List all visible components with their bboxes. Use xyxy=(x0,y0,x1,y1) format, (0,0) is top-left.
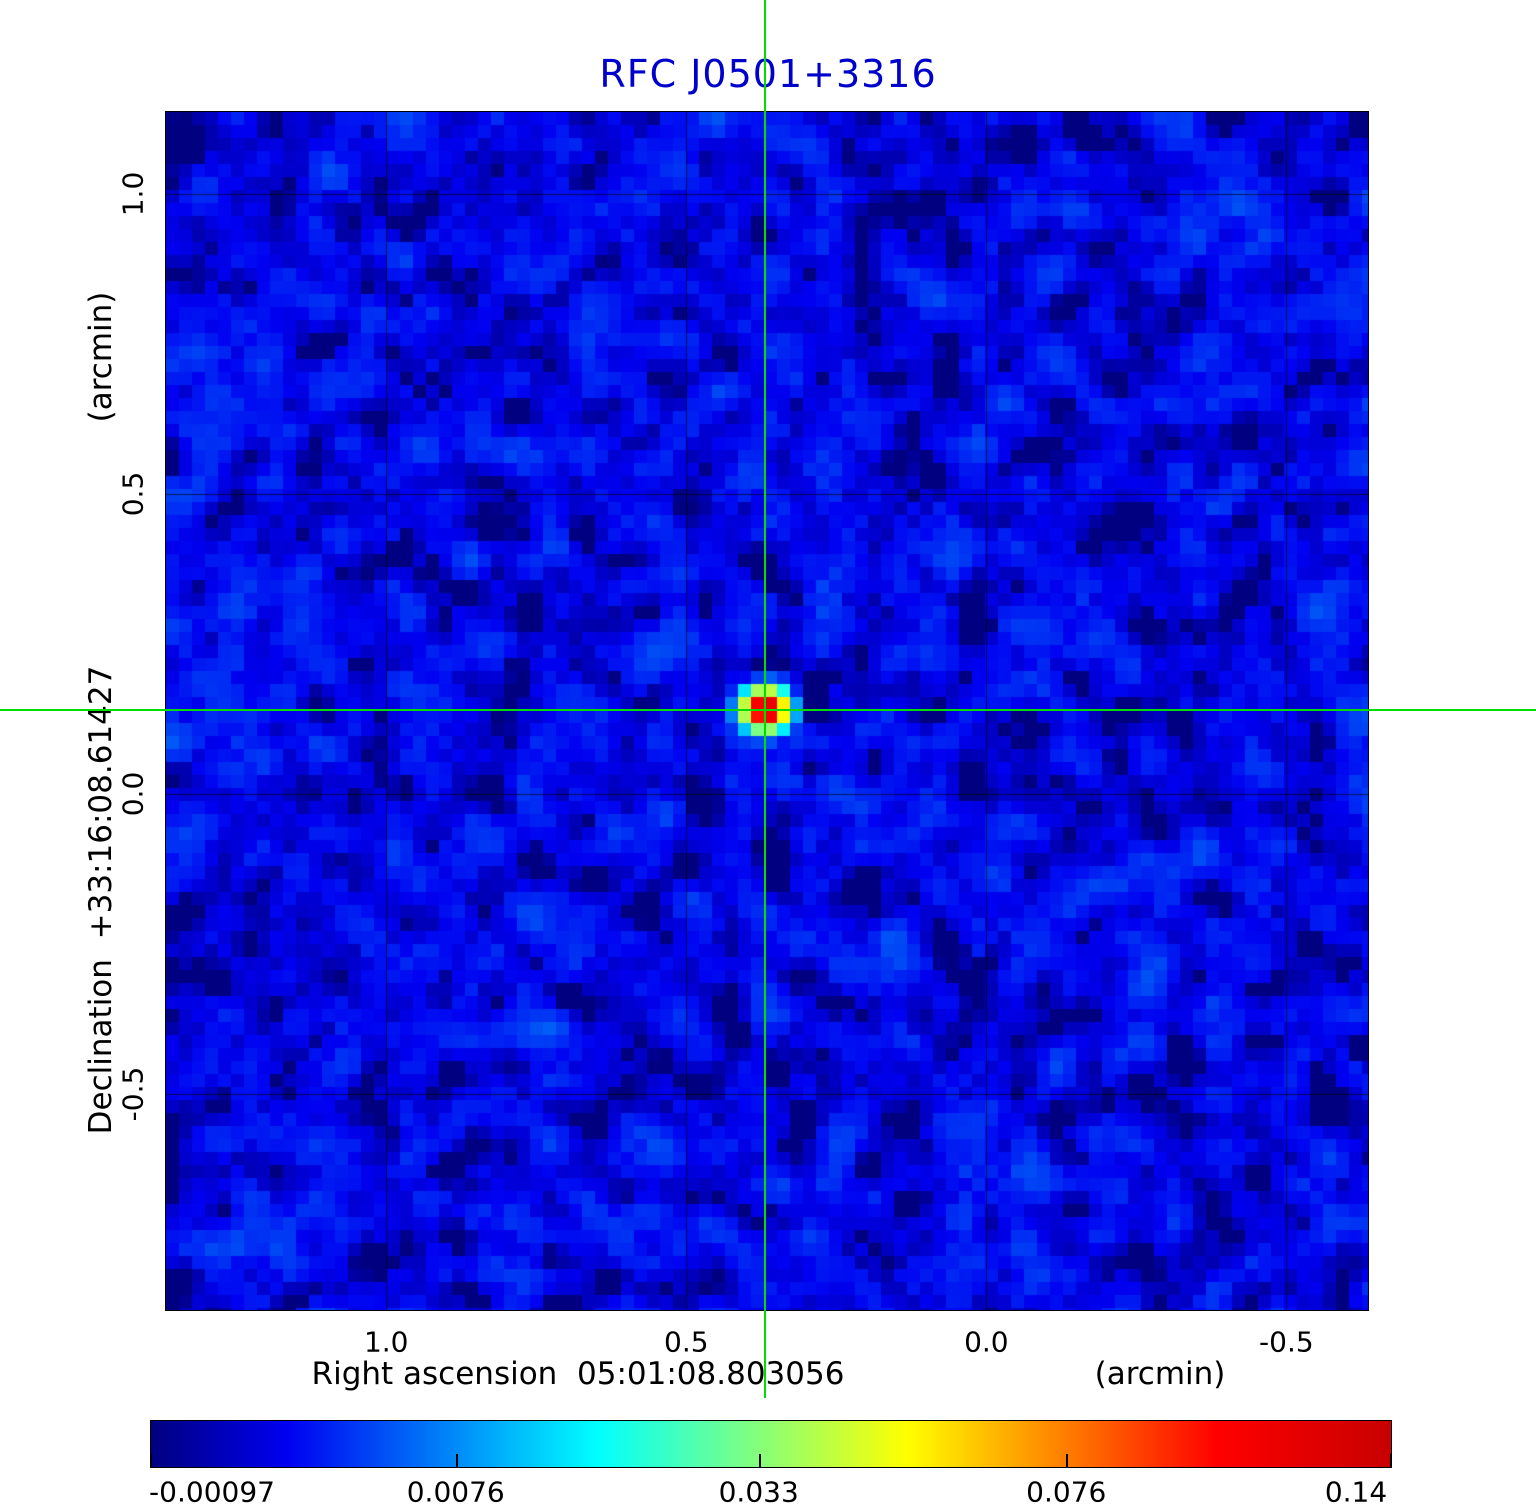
x-tick-label: -0.5 xyxy=(1259,1325,1314,1359)
colorbar-tick xyxy=(455,1454,458,1467)
plot-frame xyxy=(165,111,1369,1311)
crosshair-vertical-line xyxy=(764,0,767,1398)
figure-title: RFC J0501+3316 xyxy=(599,52,937,96)
y-tick-label: 0.0 xyxy=(116,771,150,817)
colorbar-tick-label: 0.033 xyxy=(718,1475,799,1509)
y-tick-label: 0.5 xyxy=(116,471,150,517)
colorbar-tick-label: -0.00097 xyxy=(149,1475,275,1509)
colorbar-tick xyxy=(1390,1454,1392,1467)
colorbar-tick xyxy=(758,1454,761,1467)
y-tick-label: -0.5 xyxy=(116,1066,150,1122)
sky-map-canvas xyxy=(166,112,1368,1310)
colorbar-tick xyxy=(1066,1454,1069,1467)
y-tick-label: 1.0 xyxy=(116,171,150,217)
colorbar-tick-label: 0.076 xyxy=(1026,1475,1107,1509)
y-axis-label: Declination +33:16:08.61427 xyxy=(83,665,119,1135)
colorbar-tick-label: 0.14 xyxy=(1324,1475,1388,1509)
colorbar xyxy=(150,1420,1392,1468)
colorbar-gradient xyxy=(151,1421,1391,1467)
colorbar-tick-label: 0.0076 xyxy=(406,1475,505,1509)
colorbar-tick xyxy=(150,1454,152,1467)
x-tick-label: 0.5 xyxy=(664,1325,709,1359)
x-tick-label: 0.0 xyxy=(964,1325,1009,1359)
y-axis-unit-label: (arcmin) xyxy=(83,291,119,423)
x-tick-label: 1.0 xyxy=(363,1325,409,1359)
x-axis-label: Right ascension 05:01:08.803056 xyxy=(311,1356,845,1392)
crosshair-horizontal-line xyxy=(0,708,1536,711)
x-axis-unit-label: (arcmin) xyxy=(1094,1356,1226,1392)
